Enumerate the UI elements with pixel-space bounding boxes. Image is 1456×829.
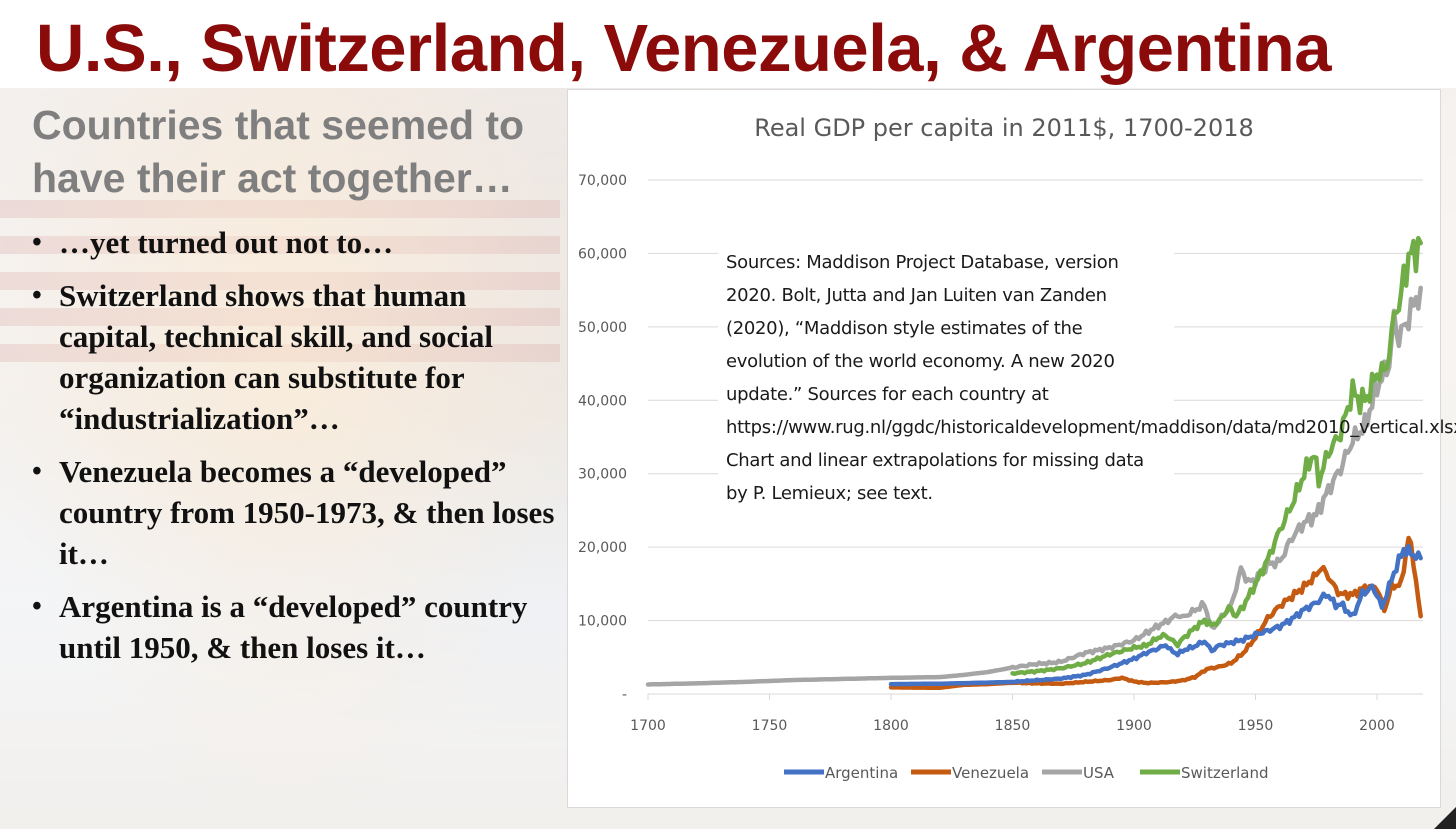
x-tick-label: 1900 xyxy=(1116,718,1152,734)
series-line-argentina xyxy=(888,543,1423,687)
bullet-text: Switzerland shows that human capital, te… xyxy=(59,278,494,436)
y-tick-label: - xyxy=(622,687,627,703)
series-line-usa xyxy=(645,285,1423,687)
legend-label-switzerland: Switzerland xyxy=(1181,764,1269,782)
y-tick-label: 40,000 xyxy=(578,393,627,409)
series-line-venezuela xyxy=(888,535,1423,691)
x-tick-label: 1800 xyxy=(873,718,909,734)
x-tick-label: 1950 xyxy=(1238,718,1274,734)
bullet-dot: • xyxy=(32,456,42,487)
slide-subtitle: Countries that seemed to have their act … xyxy=(32,102,525,201)
y-tick-label: 70,000 xyxy=(578,173,627,189)
bullet-item: • …yet turned out not to… xyxy=(32,222,562,263)
y-tick-label: 20,000 xyxy=(578,540,627,556)
y-tick-label: 60,000 xyxy=(578,246,627,262)
gdp-chart: - 10,000 20,000 30,000 40,000 50,000 60,000 70,… xyxy=(567,89,1456,808)
legend-label-venezuela: Venezuela xyxy=(952,764,1029,782)
bullet-dot: • xyxy=(32,280,42,311)
x-tick-label: 2000 xyxy=(1359,718,1395,734)
bullet-text: Argentina is a “developed” country until… xyxy=(59,589,528,665)
bullet-item: • Argentina is a “developed” country unti… xyxy=(32,586,562,668)
y-tick-label: 50,000 xyxy=(578,320,627,336)
bullet-item: • Venezuela becomes a “developed” country… xyxy=(32,451,562,574)
chart-source-annotation: Sources: Maddison Project Database, vers… xyxy=(718,242,1456,514)
legend-label-usa: USA xyxy=(1083,764,1115,782)
bullet-text: …yet turned out not to… xyxy=(59,225,394,260)
bullet-text: Venezuela becomes a “developed” country … xyxy=(59,454,555,571)
y-tick-label: 30,000 xyxy=(578,467,627,483)
legend-label-argentina: Argentina xyxy=(825,764,898,782)
x-tick-label: 1750 xyxy=(752,718,788,734)
bullet-list: • …yet turned out not to… • Switzerland sh… xyxy=(32,222,562,680)
y-tick-label: 10,000 xyxy=(578,614,627,630)
bullet-dot: • xyxy=(32,227,42,258)
x-tick-label: 1850 xyxy=(995,718,1031,734)
bullet-item: • Switzerland shows that human capital, t… xyxy=(32,275,562,439)
chart-title: Real GDP per capita in 2011$, 1700-2018 xyxy=(754,114,1254,142)
bullet-dot: • xyxy=(32,591,42,622)
slide-corner-icon xyxy=(1434,807,1456,829)
x-tick-label: 1700 xyxy=(630,718,666,734)
series-line-switzerland xyxy=(1010,235,1423,677)
slide-title: U.S., Switzerland, Venezuela, & Argentin… xyxy=(36,11,1332,86)
background-glow xyxy=(0,88,570,829)
